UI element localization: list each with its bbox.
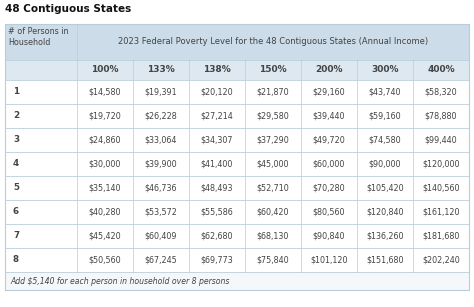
Text: $48,493: $48,493 <box>201 184 233 192</box>
Text: 133%: 133% <box>147 65 175 75</box>
Text: 300%: 300% <box>371 65 399 75</box>
Text: $60,000: $60,000 <box>313 160 345 169</box>
Text: 5: 5 <box>13 184 19 192</box>
Text: 200%: 200% <box>315 65 343 75</box>
Text: $58,320: $58,320 <box>425 87 457 96</box>
Bar <box>5 224 469 248</box>
Text: Add $5,140 for each person in household over 8 persons: Add $5,140 for each person in household … <box>10 277 229 286</box>
Text: $14,580: $14,580 <box>89 87 121 96</box>
Text: 7: 7 <box>13 231 19 240</box>
Text: $60,420: $60,420 <box>257 208 289 216</box>
Text: $39,440: $39,440 <box>313 111 345 121</box>
Text: $37,290: $37,290 <box>256 135 289 145</box>
Text: $70,280: $70,280 <box>313 184 346 192</box>
Text: $105,420: $105,420 <box>366 184 404 192</box>
Text: $101,120: $101,120 <box>310 255 348 265</box>
Text: $67,245: $67,245 <box>145 255 177 265</box>
Text: 2023 Federal Poverty Level for the 48 Contiguous States (Annual Income): 2023 Federal Poverty Level for the 48 Co… <box>118 37 428 46</box>
Text: $68,130: $68,130 <box>257 231 289 240</box>
Text: $75,840: $75,840 <box>257 255 289 265</box>
Bar <box>5 128 469 152</box>
Text: $74,580: $74,580 <box>369 135 401 145</box>
Text: $50,560: $50,560 <box>89 255 121 265</box>
Bar <box>5 272 469 290</box>
Bar <box>5 176 469 200</box>
Text: 2: 2 <box>13 111 19 121</box>
Text: # of Persons in
Household: # of Persons in Household <box>8 27 69 47</box>
Text: $20,120: $20,120 <box>201 87 233 96</box>
Text: 48 Contiguous States: 48 Contiguous States <box>5 4 131 14</box>
Text: $33,064: $33,064 <box>145 135 177 145</box>
Text: $30,000: $30,000 <box>89 160 121 169</box>
Text: 138%: 138% <box>203 65 231 75</box>
Text: $62,680: $62,680 <box>201 231 233 240</box>
Bar <box>5 24 469 290</box>
Bar <box>5 60 469 80</box>
Text: 8: 8 <box>13 255 19 265</box>
Text: $140,560: $140,560 <box>422 184 460 192</box>
Text: 100%: 100% <box>91 65 119 75</box>
Text: $53,572: $53,572 <box>145 208 177 216</box>
Text: $41,400: $41,400 <box>201 160 233 169</box>
Text: $46,736: $46,736 <box>145 184 177 192</box>
Text: $21,870: $21,870 <box>257 87 289 96</box>
Text: $45,420: $45,420 <box>89 231 121 240</box>
Bar <box>5 200 469 224</box>
Bar <box>5 80 469 104</box>
Bar <box>5 104 469 128</box>
Text: $29,160: $29,160 <box>313 87 346 96</box>
Text: $55,586: $55,586 <box>201 208 233 216</box>
Text: 6: 6 <box>13 208 19 216</box>
Text: $29,580: $29,580 <box>256 111 289 121</box>
Text: $69,773: $69,773 <box>201 255 233 265</box>
Text: $181,680: $181,680 <box>422 231 460 240</box>
Text: $34,307: $34,307 <box>201 135 233 145</box>
Text: $90,840: $90,840 <box>313 231 345 240</box>
Text: 3: 3 <box>13 135 19 145</box>
Text: $90,000: $90,000 <box>369 160 401 169</box>
Text: 4: 4 <box>13 160 19 169</box>
Text: 150%: 150% <box>259 65 287 75</box>
Text: $99,440: $99,440 <box>425 135 457 145</box>
Text: $136,260: $136,260 <box>366 231 404 240</box>
Text: 400%: 400% <box>427 65 455 75</box>
Text: $78,880: $78,880 <box>425 111 457 121</box>
Text: 1: 1 <box>13 87 19 96</box>
Text: $26,228: $26,228 <box>145 111 177 121</box>
Text: $202,240: $202,240 <box>422 255 460 265</box>
Text: $43,740: $43,740 <box>369 87 401 96</box>
Text: $19,720: $19,720 <box>89 111 121 121</box>
Text: $40,280: $40,280 <box>89 208 121 216</box>
Text: $49,720: $49,720 <box>313 135 346 145</box>
Text: $60,409: $60,409 <box>145 231 177 240</box>
Text: $151,680: $151,680 <box>366 255 404 265</box>
Text: $120,000: $120,000 <box>422 160 460 169</box>
Text: $39,900: $39,900 <box>145 160 177 169</box>
Bar <box>5 152 469 176</box>
Text: $19,391: $19,391 <box>145 87 177 96</box>
Text: $35,140: $35,140 <box>89 184 121 192</box>
Text: $120,840: $120,840 <box>366 208 404 216</box>
Text: $52,710: $52,710 <box>256 184 289 192</box>
Text: $59,160: $59,160 <box>369 111 401 121</box>
Text: $80,560: $80,560 <box>313 208 345 216</box>
Text: $45,000: $45,000 <box>257 160 289 169</box>
Text: $161,120: $161,120 <box>422 208 460 216</box>
Bar <box>5 248 469 272</box>
Bar <box>5 24 469 60</box>
Text: $24,860: $24,860 <box>89 135 121 145</box>
Text: $27,214: $27,214 <box>201 111 233 121</box>
